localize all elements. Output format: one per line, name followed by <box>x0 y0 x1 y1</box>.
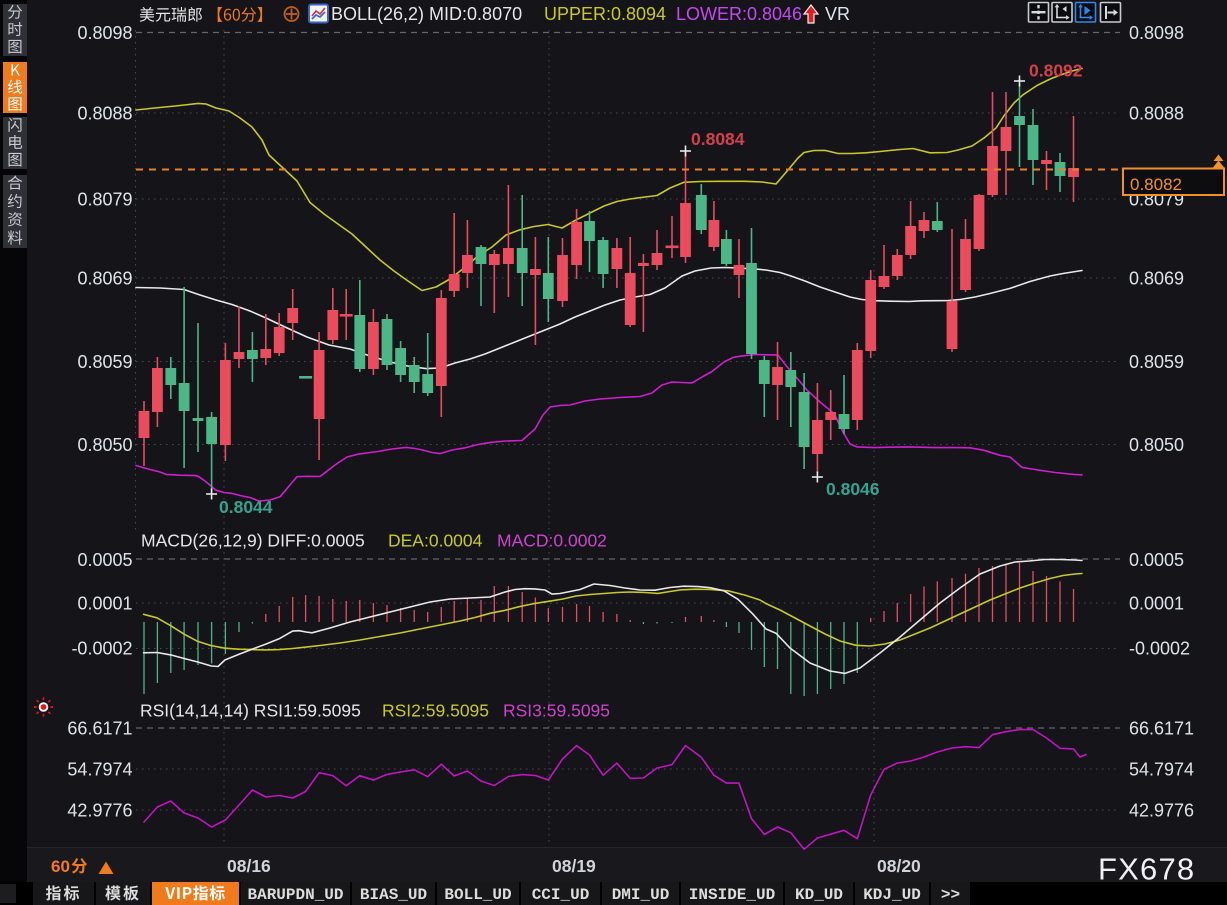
svg-text:KD_UD: KD_UD <box>795 886 843 904</box>
svg-text:0.0001: 0.0001 <box>1129 594 1184 614</box>
svg-text:RSI2:59.5095: RSI2:59.5095 <box>382 701 489 721</box>
svg-text:-0.0002: -0.0002 <box>71 639 132 659</box>
svg-text:0.0005: 0.0005 <box>77 550 132 570</box>
svg-text:54.7974: 54.7974 <box>67 760 132 780</box>
svg-text:0.8088: 0.8088 <box>77 104 132 124</box>
svg-text:0.8092: 0.8092 <box>1029 61 1083 81</box>
svg-text:08/16: 08/16 <box>227 856 271 876</box>
svg-text:MACD(26,12,9) DIFF:0.0005: MACD(26,12,9) DIFF:0.0005 <box>141 531 365 551</box>
svg-text:CCI_UD: CCI_UD <box>532 886 590 904</box>
svg-text:FX678: FX678 <box>1098 852 1195 887</box>
svg-text:KDJ_UD: KDJ_UD <box>863 886 921 904</box>
svg-text:RSI(14,14,14) RSI1:59.5095: RSI(14,14,14) RSI1:59.5095 <box>140 701 361 721</box>
svg-text:0.0001: 0.0001 <box>77 594 132 614</box>
svg-text:60: 60 <box>51 857 70 876</box>
svg-text:0.8082: 0.8082 <box>1130 175 1182 194</box>
svg-text:08/20: 08/20 <box>877 856 921 876</box>
svg-text:0.8059: 0.8059 <box>1129 352 1184 372</box>
svg-text:0.8059: 0.8059 <box>77 352 132 372</box>
svg-text:RSI3:59.5095: RSI3:59.5095 <box>503 701 610 721</box>
svg-text:0.8046: 0.8046 <box>826 479 880 499</box>
svg-text:42.9776: 42.9776 <box>1129 801 1194 821</box>
svg-text:LOWER:0.8046: LOWER:0.8046 <box>676 4 802 24</box>
svg-text:BOLL(26,2) MID:0.8070: BOLL(26,2) MID:0.8070 <box>331 4 522 24</box>
svg-text:0.8069: 0.8069 <box>1129 269 1184 289</box>
svg-text:0.8098: 0.8098 <box>77 23 132 43</box>
svg-text:-0.0002: -0.0002 <box>1129 639 1190 659</box>
svg-text:BOLL_UD: BOLL_UD <box>444 886 511 904</box>
svg-text:INSIDE_UD: INSIDE_UD <box>689 886 775 904</box>
svg-text:BIAS_UD: BIAS_UD <box>360 886 427 904</box>
svg-text:0.8084: 0.8084 <box>691 129 745 149</box>
svg-text:66.6171: 66.6171 <box>67 719 132 739</box>
svg-text:42.9776: 42.9776 <box>67 801 132 821</box>
svg-text:0.8050: 0.8050 <box>77 435 132 455</box>
svg-text:VR: VR <box>825 4 850 24</box>
svg-text:08/19: 08/19 <box>552 856 596 876</box>
svg-text:0.8079: 0.8079 <box>77 190 132 210</box>
svg-text:DEA:0.0004: DEA:0.0004 <box>388 531 483 551</box>
svg-text:66.6171: 66.6171 <box>1129 719 1194 739</box>
svg-text:0.8044: 0.8044 <box>219 497 273 517</box>
svg-text:UPPER:0.8094: UPPER:0.8094 <box>544 4 666 24</box>
svg-text:54.7974: 54.7974 <box>1129 760 1194 780</box>
svg-text:0.8088: 0.8088 <box>1129 104 1184 124</box>
svg-text:MACD:0.0002: MACD:0.0002 <box>497 531 607 551</box>
svg-text:0.0005: 0.0005 <box>1129 550 1184 570</box>
svg-text:0.8098: 0.8098 <box>1129 23 1184 43</box>
svg-text:>>: >> <box>941 886 960 904</box>
svg-text:DMI_UD: DMI_UD <box>612 886 670 904</box>
svg-text:BARUPDN_UD: BARUPDN_UD <box>247 886 343 904</box>
svg-text:0.8050: 0.8050 <box>1129 435 1184 455</box>
svg-text:0.8069: 0.8069 <box>77 269 132 289</box>
